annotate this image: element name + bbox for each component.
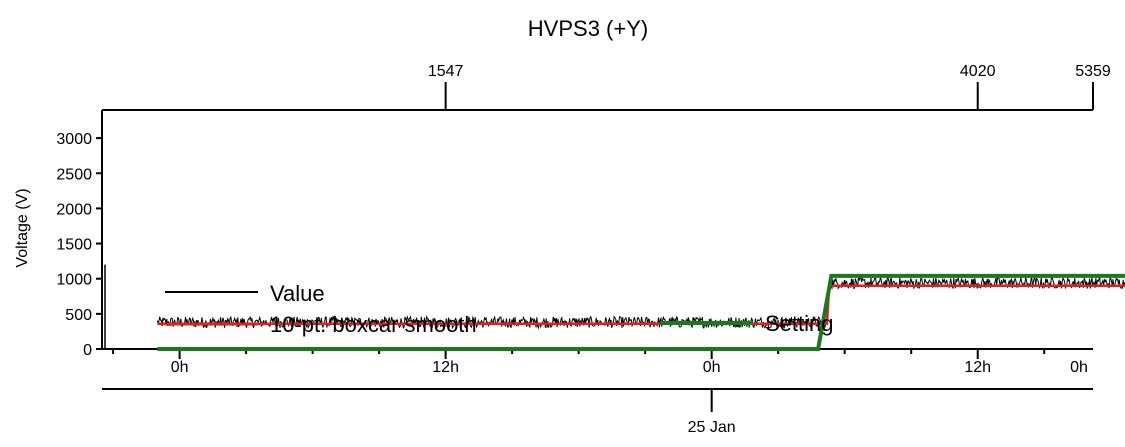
top-tick-label: 1547 — [428, 63, 464, 80]
bottom-ticks: 0h 12h 0h 12h 0h — [112, 349, 1088, 376]
legend-label-smooth: 10-pt. boxcar smooth — [270, 312, 477, 337]
series-line-2 — [157, 273, 1125, 351]
y-tick-label: 1000 — [56, 272, 92, 289]
legend-label-value: Value — [270, 281, 325, 306]
bottom-tick-label: 0h — [703, 359, 721, 376]
legend: Value 10-pt. boxcar smooth Setting — [165, 281, 834, 337]
y-tick-label: 2500 — [56, 166, 92, 183]
y-ticks: 0 500 1000 1500 2000 2500 3000 — [56, 131, 102, 359]
y-axis-label: Voltage (V) — [14, 188, 31, 267]
y-tick-label: 1500 — [56, 237, 92, 254]
series-layer — [104, 264, 1125, 351]
date-tick: 25 Jan — [688, 389, 736, 436]
date-tick-label: 25 Jan — [688, 419, 736, 436]
bottom-tick-label: 12h — [964, 359, 991, 376]
top-ticks: 1547 4020 5359 — [428, 63, 1111, 110]
bottom-tick-label: 0h — [1070, 359, 1088, 376]
chart-title: HVPS3 (+Y) — [528, 16, 648, 41]
legend-label-setting: Setting — [765, 311, 834, 336]
series-line-0 — [156, 275, 1125, 330]
top-tick-label: 4020 — [960, 63, 996, 80]
y-tick-label: 3000 — [56, 131, 92, 148]
top-tick-label: 5359 — [1075, 63, 1111, 80]
y-tick-label: 500 — [65, 307, 92, 324]
bottom-tick-label: 0h — [171, 359, 189, 376]
y-tick-label: 2000 — [56, 201, 92, 218]
bottom-tick-label: 12h — [432, 359, 459, 376]
y-tick-label: 0 — [83, 342, 92, 359]
